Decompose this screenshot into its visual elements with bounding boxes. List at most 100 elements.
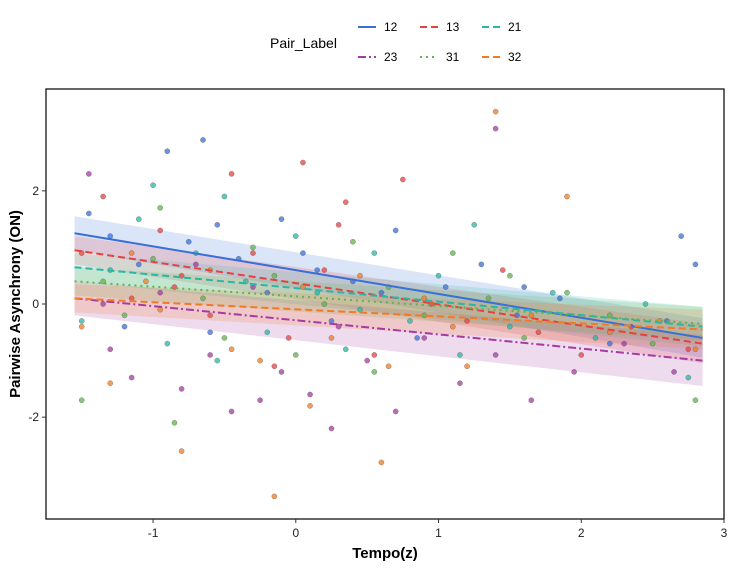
legend-label-12: 12 [384, 20, 398, 34]
point-32 [307, 402, 313, 409]
point-12 [121, 323, 128, 330]
point-12 [378, 289, 385, 296]
point-12 [678, 233, 685, 239]
point-21 [342, 346, 349, 353]
legend: Pair_Label 12 13 21 23 31 32 [270, 20, 522, 64]
point-21 [471, 221, 478, 228]
point-31 [371, 369, 378, 375]
point-32 [564, 193, 570, 200]
point-13 [100, 193, 106, 200]
point-31 [350, 238, 356, 245]
point-31 [521, 335, 528, 341]
point-32 [257, 357, 263, 364]
legend-label-32: 32 [508, 50, 522, 64]
point-13 [271, 363, 278, 370]
y-tick-label: 2 [32, 184, 39, 198]
point-12 [85, 210, 92, 217]
point-31 [78, 397, 85, 404]
point-21 [507, 323, 513, 330]
point-23 [335, 323, 342, 330]
point-31 [692, 397, 699, 404]
confidence-bands [74, 216, 703, 387]
point-32 [449, 323, 456, 330]
point-13 [250, 250, 256, 256]
point-12 [606, 340, 613, 347]
point-21 [592, 335, 599, 341]
legend-label-13: 13 [446, 20, 460, 34]
point-12 [557, 295, 563, 302]
point-23 [492, 125, 499, 132]
point-21 [407, 318, 413, 324]
x-tick-label: -1 [148, 526, 159, 540]
point-32 [128, 250, 135, 256]
point-23 [257, 397, 263, 404]
point-23 [85, 171, 92, 177]
point-23 [671, 369, 677, 375]
point-21 [292, 233, 299, 239]
point-12 [164, 148, 171, 155]
point-12 [278, 216, 285, 222]
point-32 [78, 323, 85, 330]
point-32 [357, 272, 363, 279]
ci-band-32 [74, 284, 703, 350]
point-13 [685, 346, 692, 353]
fit-line-12 [74, 232, 703, 339]
point-23 [157, 289, 164, 296]
point-31 [171, 419, 178, 426]
fit-lines [74, 232, 703, 362]
x-axis-ticks: -1 0 1 2 3 [148, 519, 728, 540]
point-23 [107, 346, 114, 353]
point-13 [335, 221, 342, 228]
point-31 [564, 289, 570, 296]
x-tick-label: 3 [721, 526, 728, 540]
x-axis-title: Tempo(z) [352, 545, 418, 562]
point-32 [271, 493, 278, 500]
point-23 [528, 397, 535, 404]
point-13 [178, 272, 185, 279]
point-31 [200, 295, 206, 302]
point-13 [300, 159, 306, 166]
point-23 [228, 408, 235, 415]
point-21 [164, 340, 171, 347]
point-32 [228, 346, 235, 353]
point-12 [521, 284, 528, 290]
point-13 [285, 335, 292, 341]
point-31 [121, 312, 128, 319]
y-axis-ticks: -2 0 2 [28, 184, 46, 424]
point-23 [193, 261, 199, 268]
point-32 [300, 284, 306, 290]
ci-band-23 [74, 281, 703, 387]
y-tick-label: 0 [32, 297, 39, 311]
point-13 [321, 267, 328, 273]
point-32 [378, 459, 385, 466]
point-12 [392, 227, 399, 234]
fit-line-23 [74, 297, 703, 362]
point-31 [292, 352, 299, 358]
point-23 [392, 408, 399, 415]
point-23 [621, 340, 627, 347]
legend-label-21: 21 [508, 20, 522, 34]
y-tick-label: -2 [28, 410, 39, 424]
point-23 [128, 374, 135, 381]
point-31 [100, 278, 106, 285]
point-31 [507, 272, 513, 279]
legend-items: 12 13 21 23 31 32 [358, 20, 522, 64]
point-12 [414, 335, 420, 341]
point-13 [157, 227, 164, 234]
point-23 [421, 335, 428, 341]
point-23 [328, 425, 335, 432]
point-12 [478, 261, 485, 268]
point-13 [499, 267, 506, 273]
point-21 [549, 289, 556, 296]
point-12 [214, 221, 221, 228]
point-21 [264, 329, 271, 336]
point-23 [492, 352, 499, 358]
point-12 [207, 329, 213, 336]
point-31 [421, 312, 428, 319]
point-13 [578, 352, 585, 358]
point-32 [328, 335, 335, 341]
point-21 [78, 318, 85, 324]
point-13 [371, 352, 378, 358]
ci-band-21 [74, 253, 703, 347]
